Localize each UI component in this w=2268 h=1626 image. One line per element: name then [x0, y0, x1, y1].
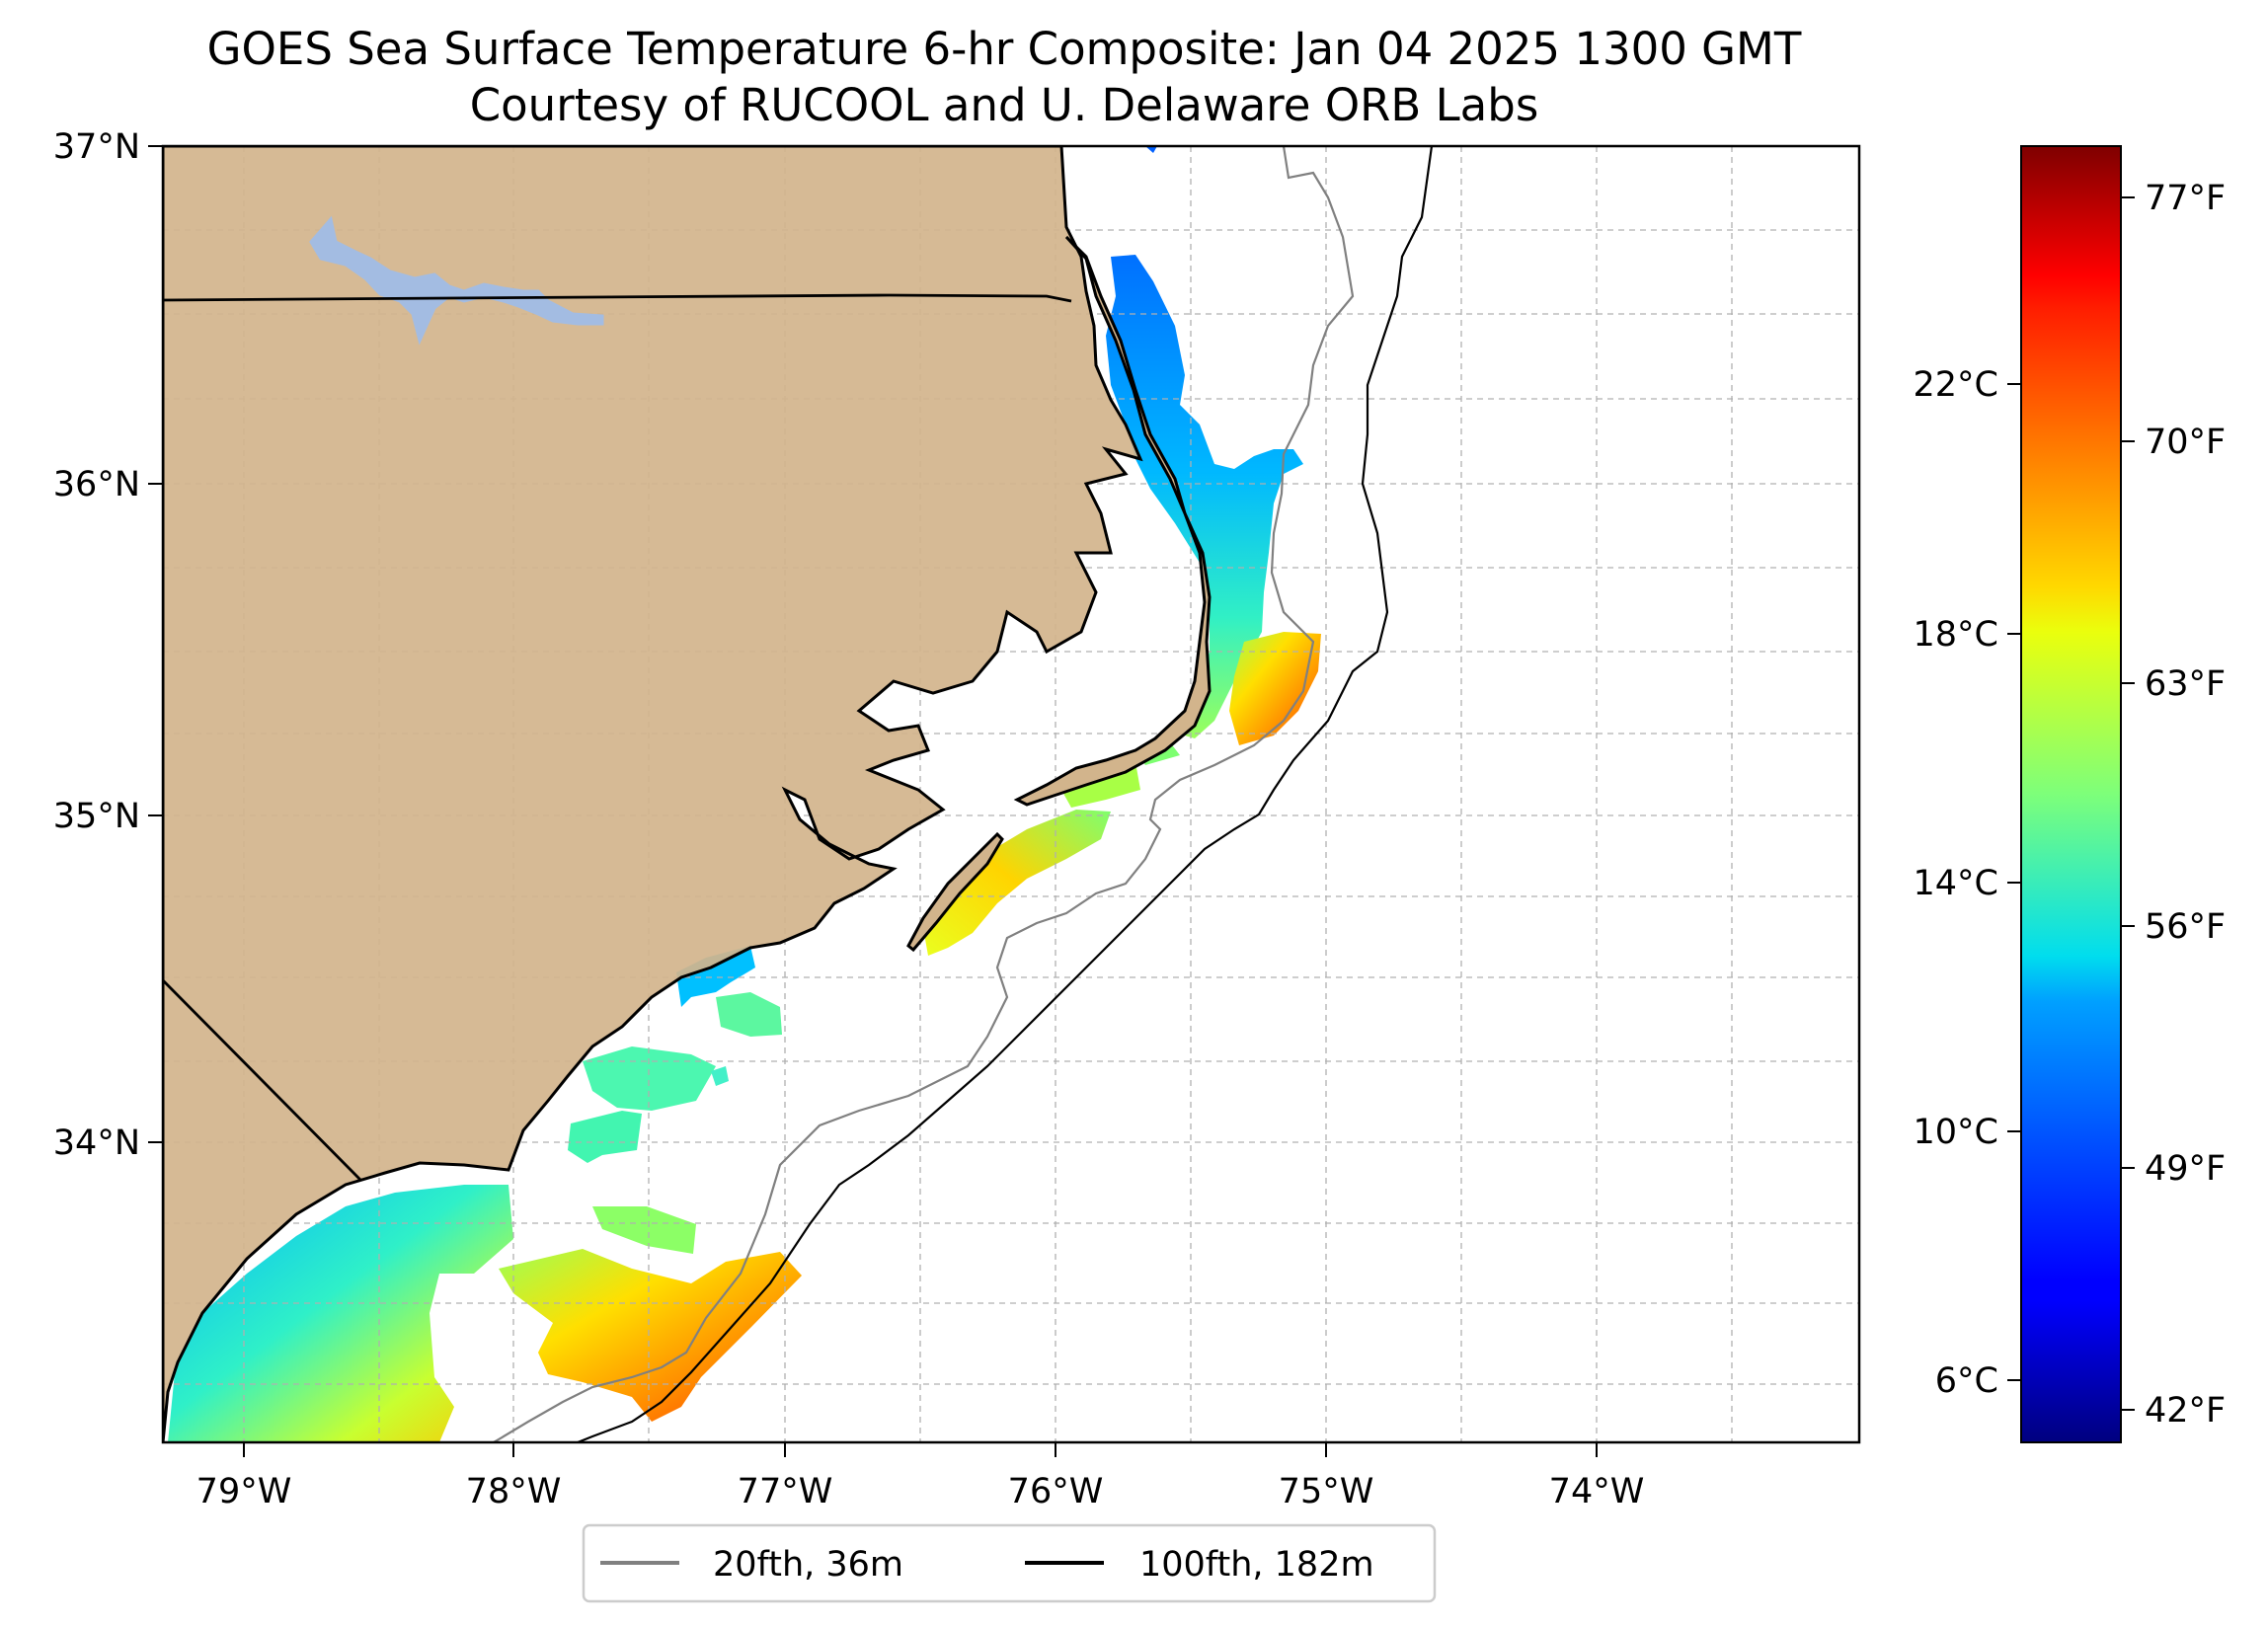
chart-subtitle: Courtesy of RUCOOL and U. Delaware ORB L… [470, 79, 1539, 131]
land-north-carolina [163, 146, 1143, 1442]
sst-patch-offshore-c [583, 1046, 716, 1111]
colorbar-label-42f: 42°F [2145, 1391, 2226, 1431]
state-border-va-nc [163, 293, 1072, 303]
sst-patch-hatteras-warm [1229, 632, 1321, 745]
lat-label-35: 35°N [53, 797, 140, 836]
isobath-100fth [577, 146, 1434, 1442]
outer-banks-islands [1013, 235, 1212, 807]
colorbar-label-70f: 70°F [2145, 423, 2226, 462]
lon-label-77: 77°W [738, 1472, 833, 1511]
colorbar-label-77f: 77°F [2145, 179, 2226, 218]
legend: 20fth, 36m 100fth, 182m [582, 1523, 1437, 1603]
colorbar: 22°C 18°C 14°C 10°C 6°C 77°F 70°F 63°F 5… [1914, 145, 2226, 1443]
colorbar-label-49f: 49°F [2145, 1149, 2226, 1189]
sst-patch-cape-fear-north [676, 946, 755, 1007]
map-frame [161, 144, 1861, 1444]
lon-label-76: 76°W [1008, 1472, 1104, 1511]
latitude-axis: 37°N 36°N 35°N 34°N [53, 127, 163, 1163]
legend-box [582, 1523, 1437, 1603]
colorbar-label-14c: 14°C [1914, 864, 1998, 903]
kerr-lake [309, 215, 604, 346]
lon-label-75: 75°W [1279, 1472, 1374, 1511]
sst-patch-top [1145, 146, 1157, 153]
sst-patch-southern-coast [168, 1185, 513, 1442]
map-plot-area [163, 146, 1859, 1442]
legend-label-100fth: 100fth, 182m [1139, 1545, 1374, 1585]
colorbar-label-63f: 63°F [2145, 664, 2226, 704]
sst-patch-cape-fear-east [716, 992, 782, 1037]
isobath-20fth [493, 146, 1355, 1442]
sst-patch-offshore-a [592, 1206, 696, 1254]
colorbar-label-22c: 22°C [1914, 365, 1998, 405]
sst-patch-offshore-b [568, 1111, 642, 1163]
colorbar-label-10c: 10°C [1914, 1113, 1998, 1152]
southern-islands [906, 831, 1004, 953]
lat-label-36: 36°N [53, 465, 140, 504]
state-border-nc-sc [163, 979, 361, 1181]
legend-label-20fth: 20fth, 36m [713, 1545, 903, 1585]
longitude-axis: 79°W 78°W 77°W 76°W 75°W 74°W [196, 1442, 1645, 1511]
lon-label-79: 79°W [196, 1472, 292, 1511]
sst-patch-outer-banks [1106, 255, 1303, 738]
colorbar-label-56f: 56°F [2145, 907, 2226, 947]
colorbar-label-18c: 18°C [1914, 615, 1998, 655]
colorbar-gradient [2020, 145, 2122, 1443]
lat-label-34: 34°N [53, 1123, 140, 1163]
sst-patch-offshore-d [711, 1066, 729, 1086]
sst-patch-stream-south [923, 810, 1111, 956]
colorbar-label-6c: 6°C [1935, 1361, 1998, 1401]
chart-title: GOES Sea Surface Temperature 6-hr Compos… [207, 23, 1802, 75]
lon-label-74: 74°W [1549, 1472, 1645, 1511]
lon-label-78: 78°W [466, 1472, 562, 1511]
lat-label-37: 37°N [53, 127, 140, 167]
